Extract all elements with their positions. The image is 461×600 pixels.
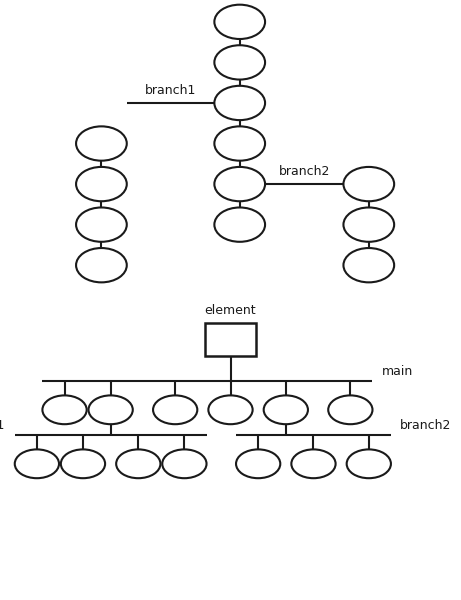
Circle shape [214,45,265,80]
Circle shape [214,167,265,201]
Circle shape [76,167,127,201]
Circle shape [76,208,127,242]
Circle shape [76,127,127,161]
Circle shape [236,449,280,478]
Circle shape [153,395,197,424]
Circle shape [343,208,394,242]
Circle shape [291,449,336,478]
Text: branch1: branch1 [0,419,6,432]
Circle shape [214,127,265,161]
Circle shape [328,395,372,424]
Circle shape [42,395,87,424]
Circle shape [347,449,391,478]
Circle shape [214,5,265,39]
Circle shape [61,449,105,478]
Bar [205,323,256,355]
Circle shape [343,167,394,201]
Circle shape [214,86,265,120]
Circle shape [343,248,394,283]
Circle shape [15,449,59,478]
Circle shape [162,449,207,478]
Circle shape [264,395,308,424]
Text: branch2: branch2 [400,419,451,432]
Text: element: element [205,304,256,317]
Circle shape [89,395,133,424]
Text: branch1: branch1 [145,84,196,97]
Circle shape [76,248,127,283]
Circle shape [214,208,265,242]
Text: branch2: branch2 [278,165,330,178]
Text: main: main [382,365,413,378]
Circle shape [116,449,160,478]
Circle shape [208,395,253,424]
